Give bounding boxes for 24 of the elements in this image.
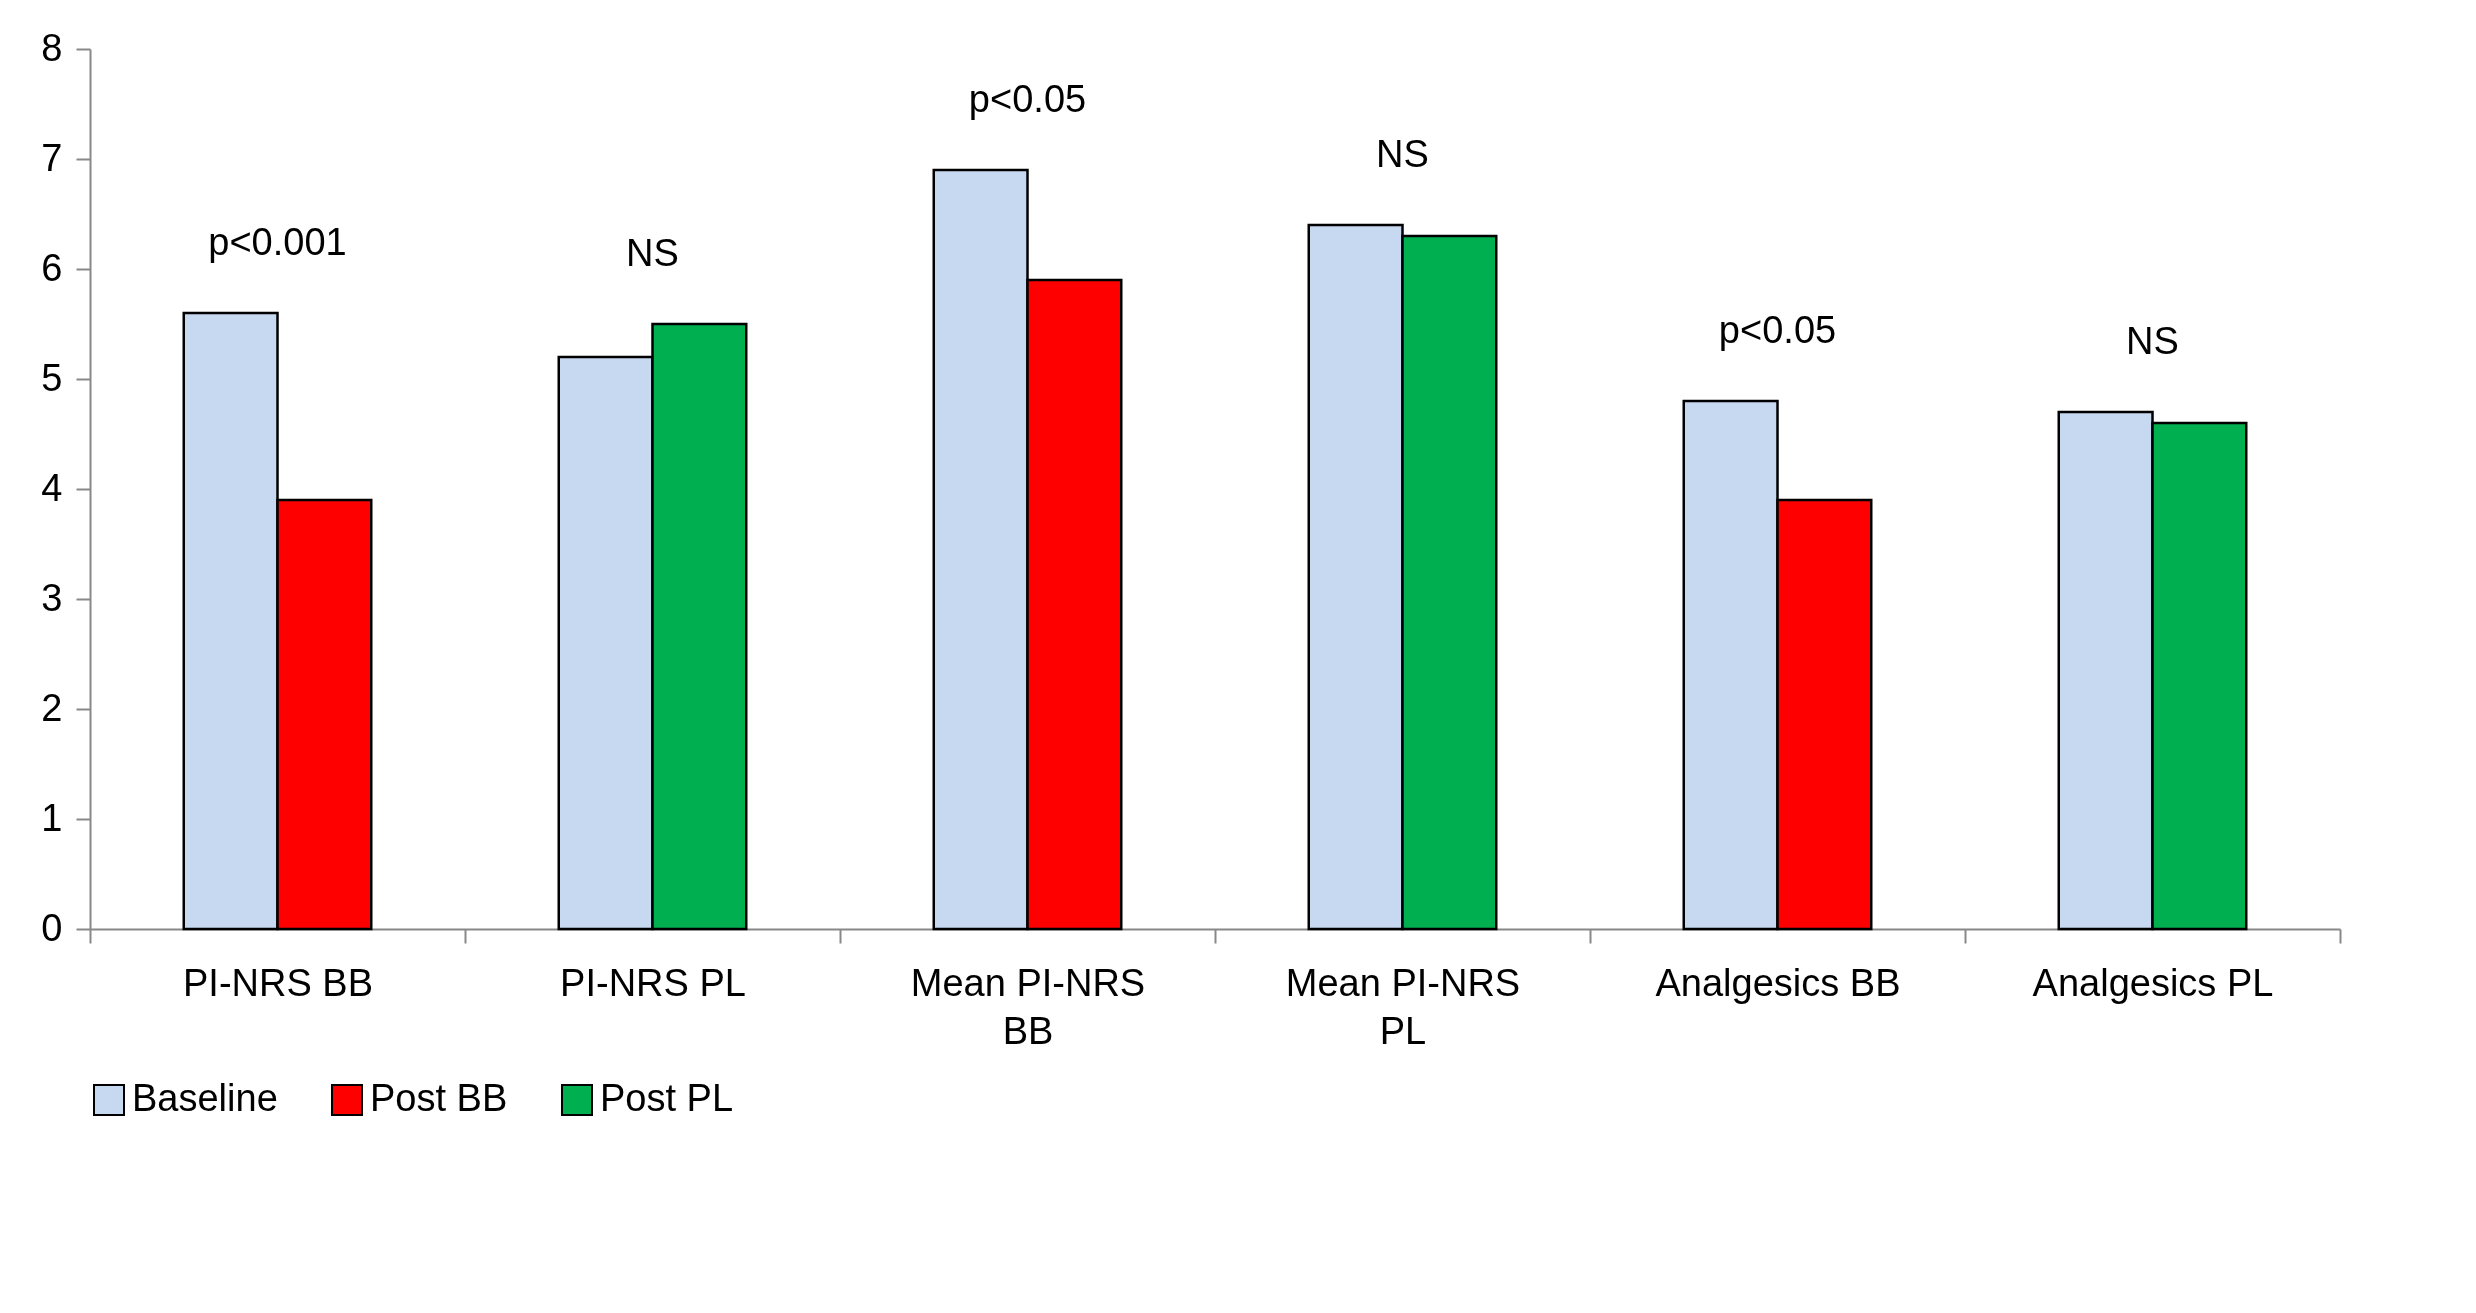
y-tick-label: 2	[41, 686, 63, 729]
x-tick-label: Analgesics BB	[1655, 961, 1901, 1004]
legend-label: Baseline	[132, 1077, 278, 1119]
legend-label: Post PL	[600, 1077, 734, 1119]
legend-label: Post BB	[370, 1077, 508, 1119]
y-tick-label: 5	[41, 356, 63, 399]
y-tick-label: 6	[41, 246, 63, 289]
x-tick-label: PI-NRS BB	[182, 961, 374, 1004]
annotation: p<0.001	[208, 221, 347, 263]
y-tick-label: 8	[41, 26, 63, 69]
annotation: p<0.05	[1718, 309, 1837, 351]
annotation: NS	[1376, 133, 1429, 175]
x-tick-label: Mean PI-NRS PL	[1285, 961, 1521, 1052]
y-tick-label: 1	[41, 796, 63, 839]
x-tick-label: PI-NRS PL	[560, 961, 746, 1004]
annotation: NS	[2126, 320, 2179, 362]
x-tick-label: Analgesics PL	[2032, 961, 2274, 1004]
y-tick-label: 0	[41, 906, 63, 949]
x-tick-label: Mean PI-NRS BB	[910, 961, 1146, 1052]
y-tick-label: 3	[41, 576, 63, 619]
y-tick-label: 7	[41, 136, 63, 179]
y-tick-label: 4	[41, 466, 63, 509]
annotation: NS	[626, 232, 679, 274]
annotation: p<0.05	[968, 78, 1087, 120]
